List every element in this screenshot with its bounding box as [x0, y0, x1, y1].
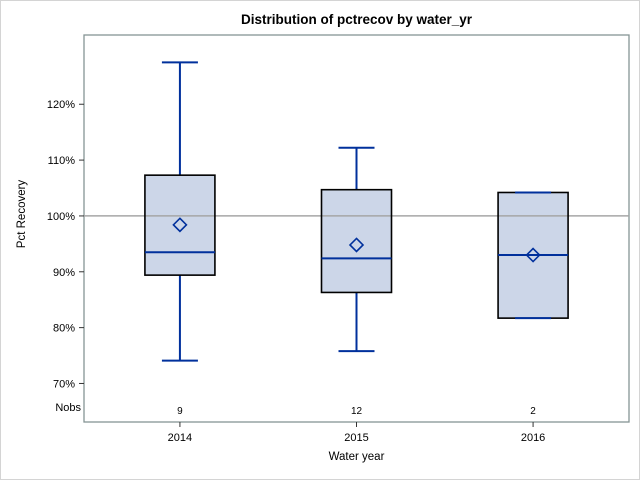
- y-tick-label-120: 120%: [47, 99, 75, 111]
- nobs-value-2014: 9: [177, 406, 183, 417]
- box-border-2014: [144, 174, 216, 276]
- nobs-row-label: Nobs: [55, 402, 81, 414]
- y-tick-label-110: 110%: [48, 155, 76, 167]
- x-tick-label-2015: 2015: [344, 432, 368, 444]
- x-tick-label-2014: 2014: [168, 432, 192, 444]
- box-fill-2015: [321, 189, 392, 293]
- nobs-value-2015: 12: [351, 406, 363, 417]
- mean-diamond-2016: [525, 247, 541, 263]
- mean-diamond-2015: [348, 237, 365, 253]
- chart-title: Distribution of pctrecov by water_yr: [240, 12, 473, 27]
- y-tick-label-80: 80%: [53, 323, 75, 335]
- y-tick-label-100: 100%: [47, 211, 75, 223]
- box-border-2015: [320, 188, 393, 294]
- box-fill-2014: [144, 175, 215, 276]
- y-tick-label-70: 70%: [53, 378, 75, 390]
- x-axis-title: Water year: [328, 451, 385, 463]
- y-tick-label-90: 90%: [53, 267, 75, 279]
- x-tick-label-2016: 2016: [521, 432, 545, 444]
- mean-diamond-2014: [172, 217, 188, 233]
- nobs-value-2016: 2: [530, 406, 536, 417]
